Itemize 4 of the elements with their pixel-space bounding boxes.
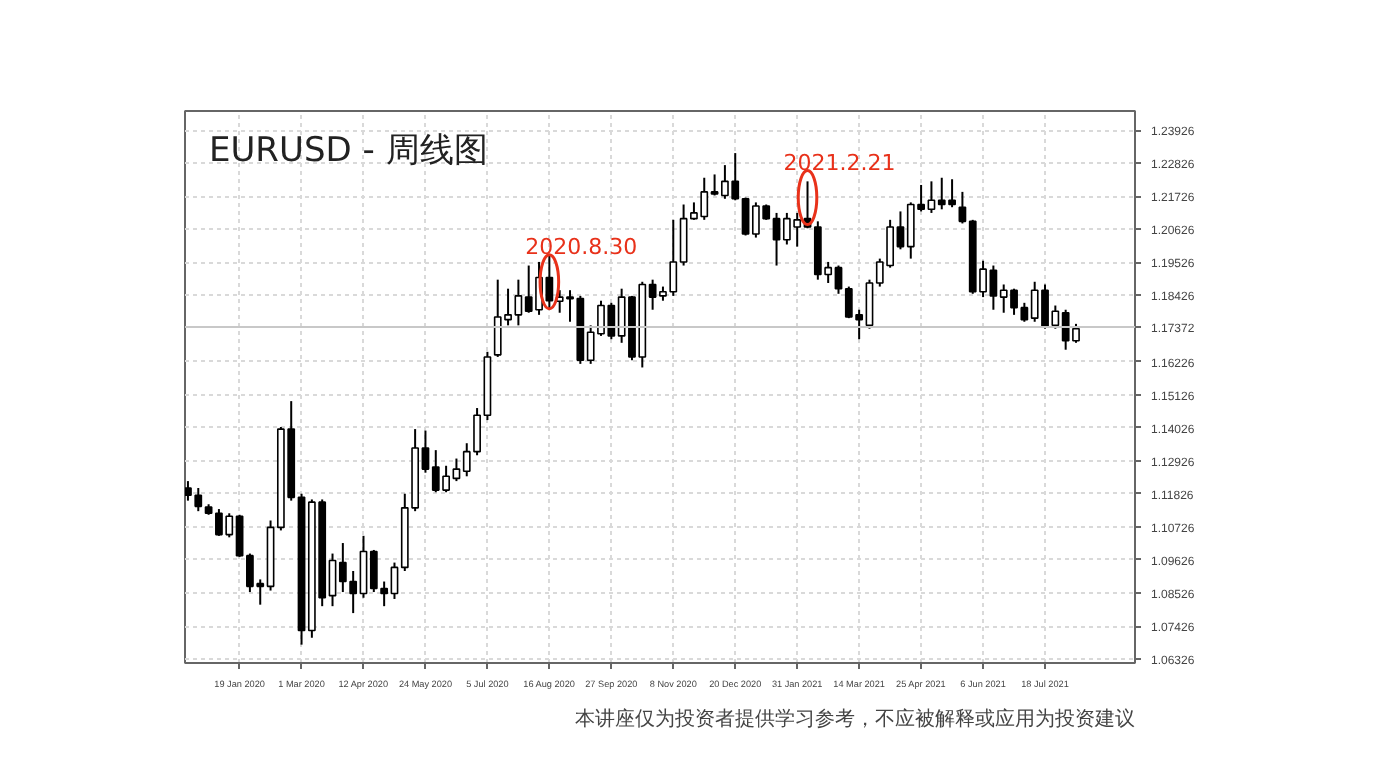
text: 本讲座仅为投资者提供学习参考，不应被解释或应用为投资建议 xyxy=(575,707,1135,731)
annotation: 2020.8.30 xyxy=(525,233,638,260)
text: EURUSD - 周线图 xyxy=(209,131,488,171)
annotation: 2021.2.21 xyxy=(783,149,896,176)
